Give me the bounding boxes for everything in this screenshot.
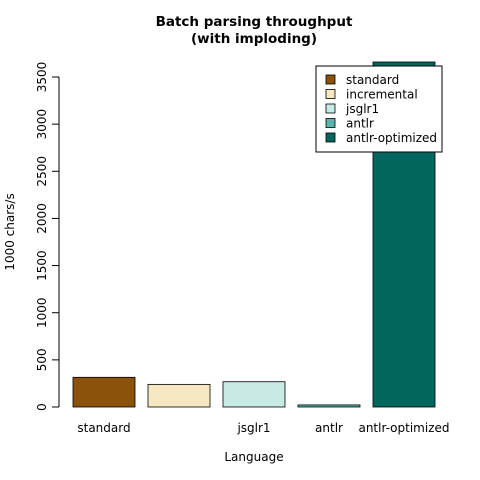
bar-antlr — [297, 404, 361, 408]
x-axis-label: Language — [224, 450, 283, 464]
legend: standardincrementaljsglr1antlrantlr-opti… — [315, 65, 443, 153]
bar-incremental — [147, 383, 211, 408]
x-tick-label: jsglr1 — [236, 421, 270, 435]
y-tick-label: 1500 — [35, 250, 49, 281]
legend-box — [315, 65, 443, 153]
y-tick-label: 2000 — [35, 203, 49, 234]
legend-swatch-antlr-optimized — [325, 132, 336, 143]
y-axis-ticks: 0 500 1000 1500 2000 2500 3000 3500 — [35, 62, 59, 411]
x-tick-label: standard — [77, 421, 130, 435]
x-tick-label: antlr-optimized — [358, 421, 449, 435]
legend-label-incremental: incremental — [346, 88, 418, 102]
y-axis-label: 1000 chars/s — [3, 193, 17, 270]
y-tick-label: 1000 — [35, 297, 49, 328]
legend-label-antlr-optimized: antlr-optimized — [346, 131, 437, 145]
chart-subtitle: (with imploding) — [191, 31, 317, 47]
legend-label-antlr: antlr — [346, 117, 374, 131]
y-tick-label: 3500 — [35, 62, 49, 93]
y-tick-label: 500 — [35, 348, 49, 371]
y-tick-label: 0 — [35, 403, 49, 411]
bar-standard — [72, 376, 136, 408]
legend-swatch-standard — [325, 74, 336, 85]
bar-jsglr1 — [222, 381, 286, 408]
x-tick-label: antlr — [315, 421, 343, 435]
x-axis-tick-labels: standard jsglr1 antlr antlr-optimized — [77, 421, 449, 435]
legend-label-standard: standard — [346, 73, 399, 87]
chart-title: Batch parsing throughput — [156, 14, 353, 30]
legend-label-jsglr1: jsglr1 — [345, 102, 379, 116]
legend-swatch-incremental — [325, 89, 336, 99]
legend-items: standardincrementaljsglr1antlrantlr-opti… — [325, 73, 437, 145]
legend-swatch-jsglr1 — [325, 103, 336, 114]
y-tick-label: 3000 — [35, 109, 49, 140]
legend-swatch-antlr — [325, 118, 336, 128]
y-tick-label: 2500 — [35, 156, 49, 187]
